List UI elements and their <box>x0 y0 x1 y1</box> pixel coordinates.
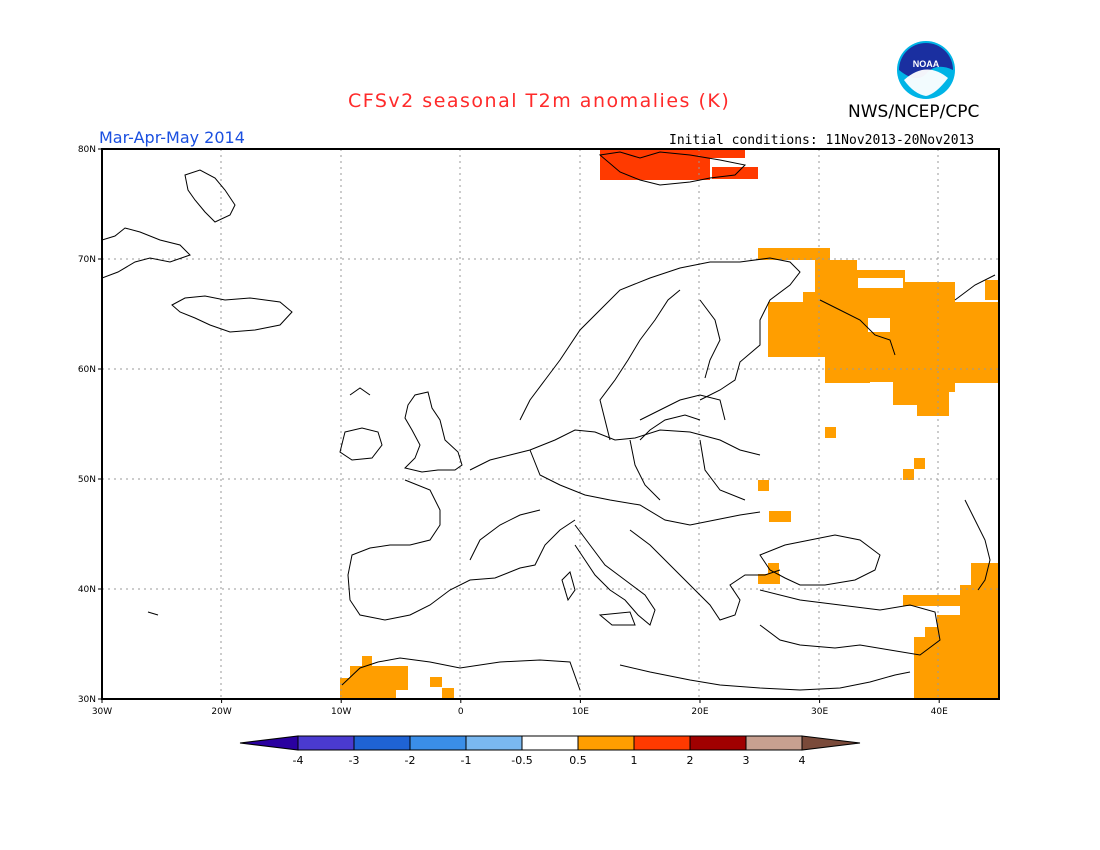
anomaly-isolated <box>758 427 925 584</box>
anomaly-middle-east <box>903 563 999 699</box>
colorbar-label: 4 <box>799 754 806 767</box>
lon-axis: 30W 20W 10W 0 10E 20E 30E 40E <box>92 699 948 717</box>
colorbar-label: -0.5 <box>511 754 532 767</box>
colorbar-label: 1 <box>631 754 638 767</box>
map-frame <box>101 148 1000 700</box>
colorbar-label: -3 <box>349 754 360 767</box>
lat-tick-label: 30N <box>78 695 96 705</box>
lon-tick-label: 10E <box>572 707 589 717</box>
colorbar-segment <box>465 735 523 751</box>
logo-text: NOAA <box>913 59 940 69</box>
lat-tick-label: 70N <box>78 255 96 265</box>
lon-tick-label: 30W <box>92 707 112 717</box>
noaa-logo: NOAA <box>897 41 955 99</box>
map-background <box>102 149 999 699</box>
colorbar-label: -1 <box>461 754 472 767</box>
colorbar-segment <box>745 735 803 751</box>
initial-conditions-label: Initial conditions: 11Nov2013-20Nov2013 <box>669 133 975 148</box>
lat-axis: 30N 40N 50N 60N 70N 80N <box>78 145 102 705</box>
colorbar-segment <box>521 735 579 751</box>
lon-tick-label: 30E <box>811 707 828 717</box>
colorbar-segment <box>297 735 355 751</box>
coastlines <box>102 151 996 691</box>
colorbar-segment <box>577 735 635 751</box>
lat-tick-label: 40N <box>78 585 96 595</box>
colorbar-label: 3 <box>743 754 750 767</box>
lon-tick-label: 40E <box>931 707 948 717</box>
colorbar-label: -2 <box>405 754 416 767</box>
grid-lines <box>102 149 999 699</box>
colorbar: -4 -3 -2 -1 -0.5 0.5 1 2 3 4 <box>239 735 861 767</box>
chart-title: CFSv2 seasonal T2m anomalies (K) <box>348 90 731 112</box>
lon-tick-label: 10W <box>331 707 351 717</box>
colorbar-segment <box>689 735 747 751</box>
colorbar-label: -4 <box>293 754 304 767</box>
colorbar-segment <box>633 735 691 751</box>
lat-tick-label: 80N <box>78 145 96 155</box>
colorbar-end-right <box>801 735 861 751</box>
colorbar-end-left <box>239 735 299 751</box>
period-label: Mar-Apr-May 2014 <box>99 128 245 147</box>
colorbar-label: 0.5 <box>569 754 587 767</box>
colorbar-segment <box>409 735 467 751</box>
lat-tick-label: 50N <box>78 475 96 485</box>
anomaly-nw-russia <box>758 248 999 416</box>
anomaly-morocco <box>340 656 454 699</box>
lon-tick-label: 20W <box>211 707 231 717</box>
lon-tick-label: 20E <box>691 707 708 717</box>
anomaly-holes <box>858 278 999 423</box>
colorbar-segment <box>353 735 411 751</box>
agency-label: NWS/NCEP/CPC <box>848 102 980 122</box>
lat-tick-label: 60N <box>78 365 96 375</box>
colorbar-label: 2 <box>687 754 694 767</box>
lon-tick-label: 0 <box>458 707 464 717</box>
